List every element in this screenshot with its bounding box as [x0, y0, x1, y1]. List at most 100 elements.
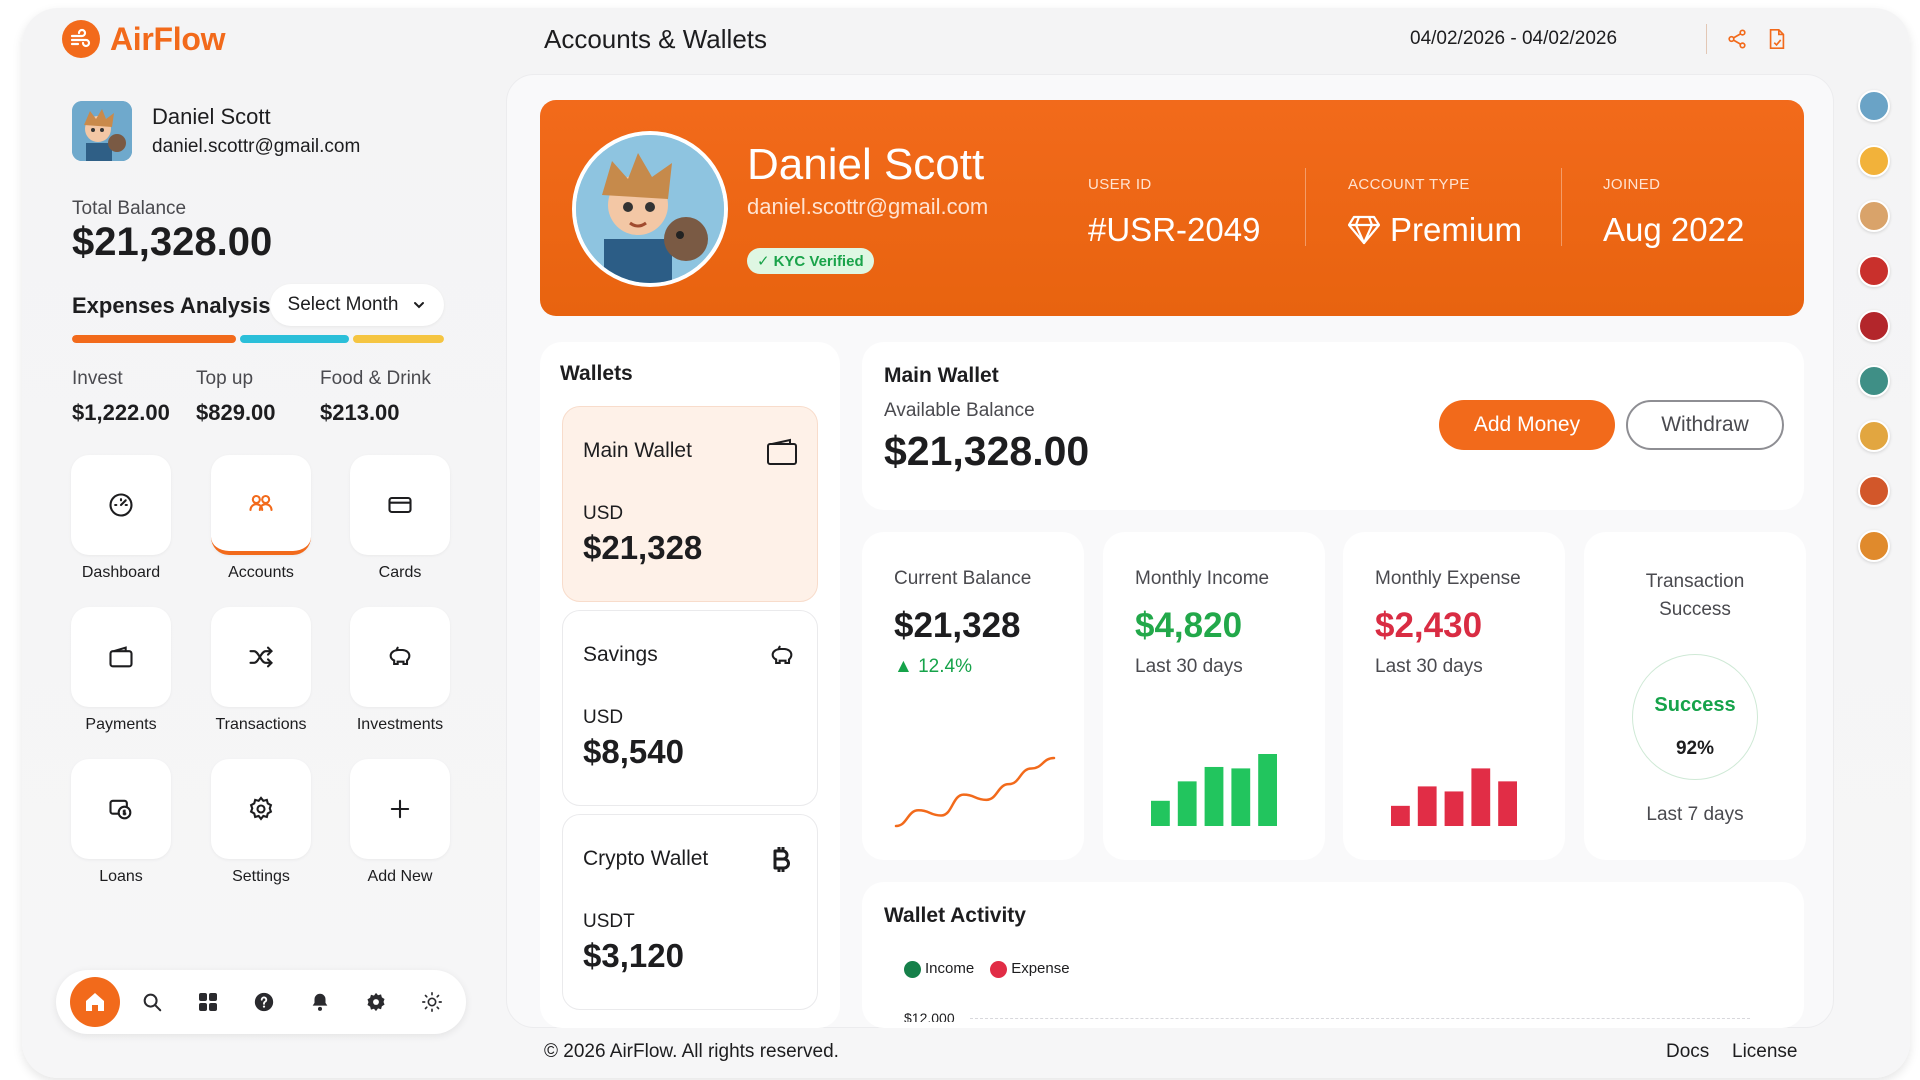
nav-label: Accounts [228, 564, 294, 581]
joined-value: Aug 2022 [1603, 211, 1745, 248]
bitcoin-icon [765, 843, 799, 877]
banner-divider [1561, 168, 1562, 246]
contact-avatar[interactable] [1858, 90, 1890, 122]
brand[interactable]: AirFlow [62, 20, 226, 58]
shuffle-icon [249, 646, 273, 668]
nav-transactions[interactable] [211, 607, 311, 707]
withdraw-button[interactable]: Withdraw [1626, 400, 1784, 450]
footer-link-docs[interactable]: Docs [1666, 1041, 1710, 1062]
share-button[interactable] [1724, 26, 1750, 52]
nav-accounts[interactable] [211, 455, 311, 555]
nav-dashboard[interactable] [71, 455, 171, 555]
wallet-balance: $8,540 [583, 733, 684, 770]
contact-avatar[interactable] [1858, 310, 1890, 342]
total-balance-value: $21,328.00 [72, 220, 273, 264]
stat-value: $4,820 [1135, 606, 1243, 645]
wallet-item-savings[interactable]: Savings USD $8,540 [562, 610, 818, 806]
monthly-income-card: Monthly Income $4,820 Last 30 days [1103, 532, 1325, 860]
contact-avatar[interactable] [1858, 255, 1890, 287]
nav-settings[interactable] [211, 759, 311, 859]
expense-bar [1444, 791, 1464, 826]
wallet-currency: USD [583, 503, 624, 524]
trend-sparkline [894, 756, 1056, 828]
legend-dot [990, 960, 1008, 978]
add-money-button[interactable]: Add Money [1439, 400, 1615, 450]
stat-subtitle: Last 7 days [1646, 804, 1744, 825]
expenses-analysis-title: Expenses Analysis [72, 293, 271, 318]
header-divider [1706, 24, 1707, 54]
airflow-logo-icon [62, 20, 100, 58]
joined-block: JOINED Aug 2022 [1603, 176, 1744, 249]
legend-label: Income [925, 960, 975, 977]
contact-avatar[interactable] [1858, 145, 1890, 177]
wallet-item-crypto[interactable]: Crypto Wallet USDT $3,120 [562, 814, 818, 1010]
profile-banner-email: daniel.scottr@gmail.com [747, 194, 989, 219]
nav-loans[interactable] [71, 759, 171, 859]
nav-cards[interactable] [350, 455, 450, 555]
theme-toggle[interactable] [404, 974, 460, 1030]
stat-subtitle: Last 30 days [1375, 656, 1483, 677]
brand-name: AirFlow [110, 20, 226, 57]
page-title: Accounts & Wallets [544, 24, 768, 54]
expense-bar [1498, 781, 1517, 826]
nav-payments[interactable] [71, 607, 171, 707]
expense-bar [1471, 768, 1491, 826]
contact-avatar[interactable] [1858, 365, 1890, 397]
nav-add-new[interactable] [350, 759, 450, 859]
legend-label: Expense [1011, 960, 1070, 977]
wallet-icon [765, 435, 799, 469]
footer-copyright: © 2026 AirFlow. All rights reserved. [544, 1041, 839, 1062]
wallet-name: Main Wallet [583, 439, 692, 462]
contact-avatar[interactable] [1858, 475, 1890, 507]
export-button[interactable] [1764, 26, 1790, 52]
wallet-currency: USDT [583, 911, 635, 932]
expense-bar [1391, 805, 1410, 826]
sidebar-profile[interactable]: Daniel Scott daniel.scottr@gmail.com [72, 101, 360, 161]
piggy-bank-icon [765, 639, 799, 673]
y-axis-tick: $12,000 [904, 1010, 955, 1022]
legend-dot [904, 960, 921, 978]
apps-button[interactable] [180, 974, 236, 1030]
income-bar [1177, 781, 1197, 826]
wallet-item-main[interactable]: Main Wallet USD $21,328 [562, 406, 818, 602]
contact-avatar[interactable] [1858, 420, 1890, 452]
profile-banner [540, 100, 1804, 316]
home-icon [86, 993, 104, 1011]
user-id-block: USER ID #USR-2049 [1088, 176, 1260, 249]
current-balance-card: Current Balance $21,328 ▲ 12.4% [862, 532, 1084, 860]
diamond-icon [1348, 215, 1380, 245]
joined-label: JOINED [1603, 176, 1661, 193]
expense-stat-value: $829.00 [196, 400, 276, 425]
available-balance-value: $21,328.00 [884, 428, 1090, 474]
stat-value: $21,328 [894, 606, 1021, 645]
month-select[interactable]: Select Month [270, 284, 444, 326]
settings-button[interactable] [348, 974, 404, 1030]
legend-item-income[interactable]: Income [904, 960, 974, 978]
legend-item-expense[interactable]: Expense [990, 960, 1070, 978]
notifications-button[interactable] [292, 974, 348, 1030]
loan-icon [109, 799, 132, 820]
wallets-title: Wallets [560, 362, 633, 385]
kyc-badge-label: KYC Verified [773, 252, 864, 270]
document-icon [1769, 29, 1785, 49]
expense-stat-food: Food & Drink $213.00 [320, 368, 431, 426]
profile-email: daniel.scottr@gmail.com [152, 136, 361, 157]
nav-label: Loans [99, 868, 143, 885]
account-type-value: Premium [1390, 211, 1523, 248]
wallet-icon [109, 646, 133, 668]
bell-icon [312, 993, 328, 1011]
contact-avatar[interactable] [1858, 530, 1890, 562]
nav-investments[interactable] [350, 607, 450, 707]
search-button[interactable] [124, 974, 180, 1030]
sun-icon [422, 992, 442, 1012]
main-wallet-title: Main Wallet [884, 364, 999, 387]
nav-label: Add New [367, 868, 433, 885]
footer-link-license[interactable]: License [1732, 1041, 1798, 1062]
share-icon [1728, 29, 1746, 49]
contact-avatar[interactable] [1858, 200, 1890, 232]
date-range[interactable]: 04/02/2026 - 04/02/2026 [1410, 28, 1618, 49]
home-button[interactable] [70, 977, 120, 1027]
success-ring [1632, 654, 1758, 780]
help-button[interactable] [236, 974, 292, 1030]
search-icon [143, 993, 162, 1012]
